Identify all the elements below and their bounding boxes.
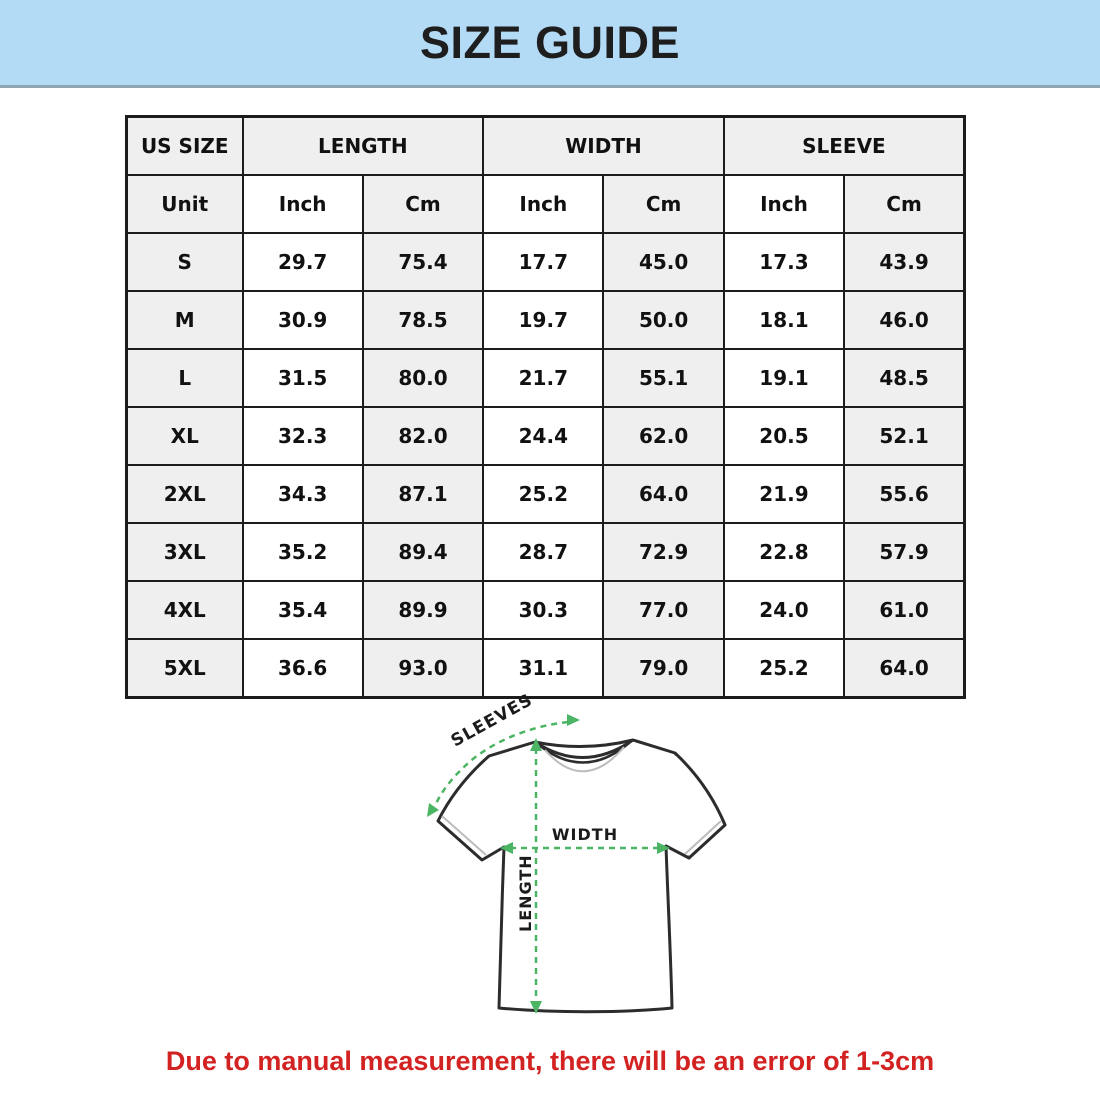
- size-cell: S: [125, 232, 244, 292]
- col-header-width: WIDTH: [482, 115, 725, 176]
- collar-seam-line: [544, 746, 625, 773]
- collar-outer-line: [534, 738, 634, 759]
- size-table: US SIZE LENGTH WIDTH SLEEVE Unit Inch Cm…: [125, 115, 966, 699]
- value-cell: 55.1: [602, 348, 725, 408]
- length-arrowhead-bottom: [530, 1001, 542, 1014]
- width-arrowhead-left: [500, 842, 513, 854]
- table-row: 4XL 35.4 89.9 30.3 77.0 24.0 61.0: [125, 580, 966, 640]
- table-row: XL 32.3 82.0 24.4 62.0 20.5 52.1: [125, 406, 966, 466]
- group-header-row: US SIZE LENGTH WIDTH SLEEVE: [125, 115, 966, 176]
- value-cell: 21.7: [482, 348, 605, 408]
- col-header-us-size: US SIZE: [125, 115, 244, 176]
- value-cell: 31.5: [241, 348, 364, 408]
- value-cell: 24.4: [482, 406, 605, 466]
- value-cell: 43.9: [843, 232, 966, 292]
- measurement-disclaimer: Due to manual measurement, there will be…: [165, 1046, 935, 1076]
- table-row: S 29.7 75.4 17.7 45.0 17.3 43.9: [125, 232, 966, 292]
- title-banner: SIZE GUIDE: [0, 0, 1100, 88]
- size-cell: 4XL: [125, 580, 244, 640]
- value-cell: 22.8: [722, 522, 846, 582]
- size-cell: 2XL: [125, 464, 244, 524]
- collar-inner-line: [538, 742, 630, 764]
- width-arrowhead-right: [657, 842, 670, 854]
- unit-cell: Cm: [843, 174, 966, 234]
- length-arrowhead-top: [530, 738, 542, 751]
- sleeves-arrow-line: [433, 720, 569, 807]
- value-cell: 50.0: [602, 290, 725, 350]
- unit-row: Unit Inch Cm Inch Cm Inch Cm: [125, 174, 966, 234]
- value-cell: 45.0: [602, 232, 725, 292]
- unit-cell: Cm: [361, 174, 485, 234]
- value-cell: 29.7: [241, 232, 364, 292]
- unit-cell: Inch: [241, 174, 364, 234]
- value-cell: 89.4: [361, 522, 485, 582]
- value-cell: 61.0: [843, 580, 966, 640]
- unit-cell: Inch: [722, 174, 846, 234]
- sleeves-arrowhead-left: [427, 803, 439, 817]
- sleeves-arrowhead-right: [567, 714, 580, 726]
- right-sleeve-edge: [673, 751, 727, 860]
- value-cell: 79.0: [602, 638, 725, 699]
- unit-header: Unit: [125, 174, 244, 234]
- value-cell: 35.2: [241, 522, 364, 582]
- value-cell: 24.0: [722, 580, 846, 640]
- value-cell: 52.1: [843, 406, 966, 466]
- unit-cell: Inch: [482, 174, 605, 234]
- value-cell: 80.0: [361, 348, 485, 408]
- size-cell: M: [125, 290, 244, 350]
- table-row: 2XL 34.3 87.1 25.2 64.0 21.9 55.6: [125, 464, 966, 524]
- size-cell: 3XL: [125, 522, 244, 582]
- value-cell: 28.7: [482, 522, 605, 582]
- table-row: L 31.5 80.0 21.7 55.1 19.1 48.5: [125, 348, 966, 408]
- value-cell: 72.9: [602, 522, 725, 582]
- value-cell: 25.2: [482, 464, 605, 524]
- value-cell: 48.5: [843, 348, 966, 408]
- value-cell: 19.7: [482, 290, 605, 350]
- value-cell: 77.0: [602, 580, 725, 640]
- value-cell: 75.4: [361, 232, 485, 292]
- value-cell: 34.3: [241, 464, 364, 524]
- value-cell: 46.0: [843, 290, 966, 350]
- right-cuff-seam: [684, 820, 722, 855]
- size-cell: 5XL: [125, 638, 244, 699]
- page-title: SIZE GUIDE: [419, 16, 681, 68]
- value-cell: 89.9: [361, 580, 485, 640]
- sleeves-label: SLEEVES: [448, 690, 537, 751]
- value-cell: 30.9: [241, 290, 364, 350]
- value-cell: 78.5: [361, 290, 485, 350]
- length-label: LENGTH: [516, 854, 535, 932]
- value-cell: 31.1: [482, 638, 605, 699]
- size-cell: XL: [125, 406, 244, 466]
- left-cuff-seam: [441, 815, 487, 856]
- value-cell: 62.0: [602, 406, 725, 466]
- width-label: WIDTH: [552, 825, 618, 844]
- value-cell: 21.9: [722, 464, 846, 524]
- value-cell: 64.0: [602, 464, 725, 524]
- value-cell: 36.6: [241, 638, 364, 699]
- value-cell: 17.7: [482, 232, 605, 292]
- value-cell: 82.0: [361, 406, 485, 466]
- value-cell: 35.4: [241, 580, 364, 640]
- tshirt-measurement-diagram: SLEEVES WIDTH LENGTH: [427, 690, 727, 1014]
- value-cell: 30.3: [482, 580, 605, 640]
- value-cell: 93.0: [361, 638, 485, 699]
- unit-cell: Cm: [602, 174, 725, 234]
- value-cell: 55.6: [843, 464, 966, 524]
- col-header-length: LENGTH: [241, 115, 485, 176]
- col-header-sleeve: SLEEVE: [722, 115, 966, 176]
- value-cell: 19.1: [722, 348, 846, 408]
- value-cell: 25.2: [722, 638, 846, 699]
- value-cell: 17.3: [722, 232, 846, 292]
- value-cell: 20.5: [722, 406, 846, 466]
- value-cell: 64.0: [843, 638, 966, 699]
- table-row: 3XL 35.2 89.4 28.7 72.9 22.8 57.9: [125, 522, 966, 582]
- table-row: 5XL 36.6 93.0 31.1 79.0 25.2 64.0: [125, 638, 966, 699]
- table-row: M 30.9 78.5 19.7 50.0 18.1 46.0: [125, 290, 966, 350]
- size-cell: L: [125, 348, 244, 408]
- value-cell: 87.1: [361, 464, 485, 524]
- value-cell: 57.9: [843, 522, 966, 582]
- value-cell: 18.1: [722, 290, 846, 350]
- value-cell: 32.3: [241, 406, 364, 466]
